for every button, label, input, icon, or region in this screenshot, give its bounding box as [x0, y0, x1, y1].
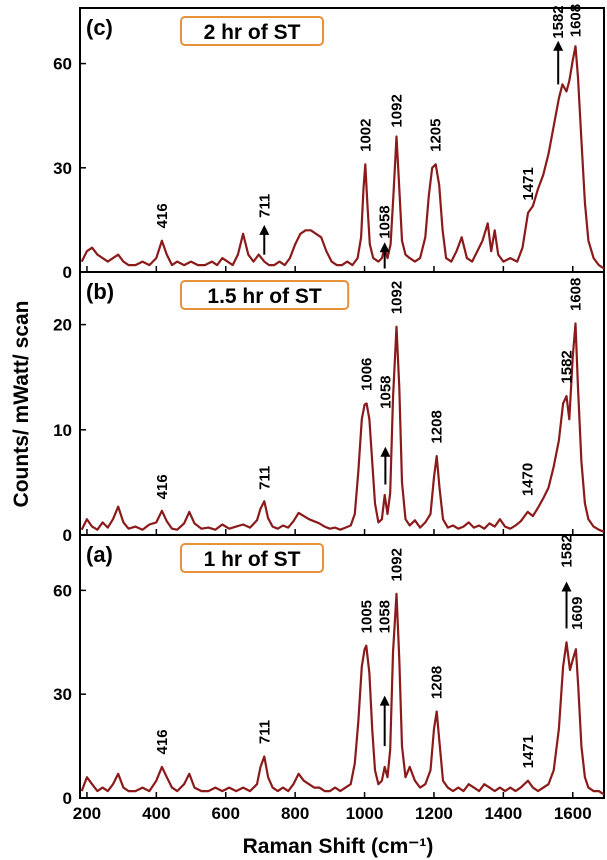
axis-ticks — [80, 62, 574, 799]
annotation-arrowhead-a-1582 — [561, 581, 572, 592]
y-tick-label-a-30: 30 — [53, 685, 72, 704]
y-tick-label-b-20: 20 — [53, 316, 72, 335]
condition-label-b: 1.5 hr of ST — [207, 285, 322, 308]
annotation-arrowhead-c-711 — [259, 224, 270, 235]
spectrum-line-b — [80, 322, 605, 533]
peak-label-b-1582: 1582 — [559, 350, 576, 383]
spectrum-line-c — [80, 45, 605, 270]
x-axis-title: Raman Shift (cm⁻¹) — [243, 835, 434, 858]
peak-label-b-416: 416 — [154, 474, 171, 499]
x-tick-label-400: 400 — [142, 804, 170, 823]
peak-label-a-1058: 1058 — [377, 600, 394, 633]
chart-labels: 0 30 60 (c) 2 hr of ST 416 711 1002 1058 1092 1205… — [53, 4, 592, 823]
peak-label-a-1092: 1092 — [388, 548, 405, 581]
y-tick-label-b-0: 0 — [63, 526, 72, 545]
panel-label-a: (a) — [86, 542, 113, 567]
condition-label-a: 1 hr of ST — [204, 548, 301, 571]
annotation-arrowhead-a-1058 — [379, 695, 390, 706]
peak-label-a-1208: 1208 — [429, 666, 446, 699]
panel-label-b: (b) — [86, 279, 114, 304]
x-tick-label-800: 800 — [281, 804, 309, 823]
y-axis-title: Counts/ mWatt/ scan — [10, 301, 33, 508]
x-tick-label-1400: 1400 — [484, 804, 522, 823]
peak-label-a-1582: 1582 — [559, 534, 576, 567]
x-tick-label-600: 600 — [212, 804, 240, 823]
spectrum-curves — [80, 45, 605, 796]
peak-label-c-1471: 1471 — [520, 167, 537, 200]
y-tick-label-a-0: 0 — [63, 789, 72, 808]
peak-label-c-1205: 1205 — [428, 119, 445, 152]
peak-label-c-1092: 1092 — [388, 94, 405, 127]
x-tick-label-1600: 1600 — [554, 804, 592, 823]
peak-label-a-1005: 1005 — [358, 600, 375, 633]
panel-label-c: (c) — [86, 15, 113, 40]
annotation-arrowhead-b-1058 — [380, 446, 391, 457]
panel-frames — [79, 7, 605, 799]
spectrum-line-a — [80, 592, 605, 796]
y-tick-label-a-60: 60 — [53, 581, 72, 600]
peak-label-b-1092: 1092 — [388, 281, 405, 314]
condition-box-c — [180, 16, 324, 46]
annotation-arrowhead-c-1582 — [553, 40, 564, 51]
peak-label-a-1609: 1609 — [569, 597, 586, 630]
peak-label-c-1582: 1582 — [550, 5, 567, 38]
peak-label-b-711: 711 — [256, 466, 273, 490]
peak-label-c-711: 711 — [256, 194, 273, 218]
y-tick-label-b-10: 10 — [53, 421, 72, 440]
x-tick-label-1200: 1200 — [415, 804, 453, 823]
panel-frame-a — [79, 534, 605, 799]
x-tick-label-200: 200 — [73, 804, 101, 823]
peak-label-c-416: 416 — [154, 203, 171, 228]
condition-box-b — [180, 280, 350, 310]
y-tick-label-c-30: 30 — [53, 159, 72, 178]
peak-label-b-1006: 1006 — [359, 358, 376, 391]
x-tick-label-1000: 1000 — [346, 804, 384, 823]
y-tick-label-c-60: 60 — [53, 55, 72, 74]
condition-box-a — [180, 543, 324, 573]
peak-label-c-1002: 1002 — [357, 119, 374, 152]
peak-label-b-1058: 1058 — [377, 375, 394, 408]
peak-label-a-1471: 1471 — [520, 735, 537, 768]
y-tick-label-c-0: 0 — [63, 263, 72, 282]
peak-label-a-416: 416 — [154, 729, 171, 754]
peak-label-c-1608: 1608 — [568, 4, 585, 37]
peak-label-b-1470: 1470 — [520, 463, 537, 496]
peak-label-b-1608: 1608 — [568, 278, 585, 311]
peak-label-c-1058: 1058 — [377, 205, 394, 238]
annotation-arrowhead-c-1058 — [379, 242, 390, 253]
peak-label-b-1208: 1208 — [429, 410, 446, 443]
peak-label-a-711: 711 — [256, 720, 273, 744]
condition-label-c: 2 hr of ST — [204, 21, 301, 44]
